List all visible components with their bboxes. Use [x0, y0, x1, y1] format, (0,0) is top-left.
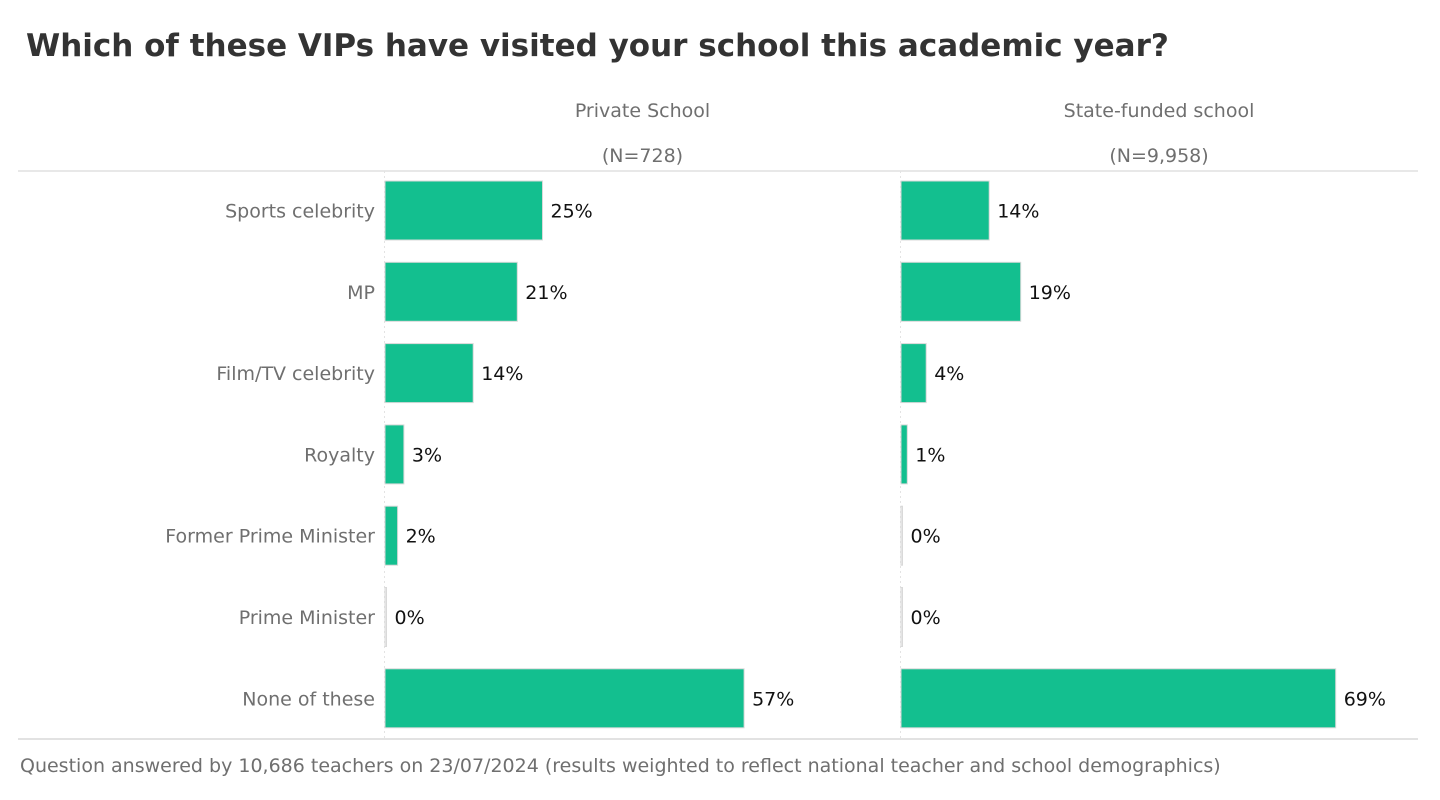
value-label-state-funded-school-sports-celebrity: 14%: [997, 201, 1039, 223]
value-label-private-school-film-tv-celebrity: 14%: [481, 363, 523, 385]
bar-private-school-none-of-these: [384, 668, 745, 729]
value-label-state-funded-school-royalty: 1%: [915, 444, 945, 466]
value-label-state-funded-school-prime-minister: 0%: [911, 607, 941, 629]
bar-private-school-mp: [384, 261, 518, 322]
category-label-mp: MP: [347, 282, 375, 304]
value-label-private-school-prime-minister: 0%: [395, 607, 425, 629]
bar-state-funded-school-prime-minister: [900, 587, 903, 647]
bar-private-school-prime-minister: [384, 587, 387, 647]
panel-title-private: Private School: [574, 100, 711, 122]
panel-sample-state: (N=9,958): [1109, 145, 1209, 167]
value-label-state-funded-school-former-prime-minister: 0%: [911, 526, 941, 548]
bar-state-funded-school-film-tv-celebrity: [900, 343, 927, 404]
bar-private-school-sports-celebrity: [384, 180, 543, 241]
category-label-sports-celebrity: Sports celebrity: [225, 201, 375, 223]
value-label-private-school-sports-celebrity: 25%: [551, 201, 593, 223]
value-label-state-funded-school-film-tv-celebrity: 4%: [934, 363, 964, 385]
bar-state-funded-school-sports-celebrity: [900, 180, 990, 241]
category-label-royalty: Royalty: [304, 444, 375, 466]
value-label-private-school-none-of-these: 57%: [752, 688, 794, 710]
footnote: Question answered by 10,686 teachers on …: [20, 755, 1221, 777]
value-label-state-funded-school-none-of-these: 69%: [1344, 688, 1386, 710]
value-label-private-school-former-prime-minister: 2%: [406, 526, 436, 548]
bar-private-school-former-prime-minister: [384, 505, 399, 566]
panel-sample-private: (N=728): [601, 145, 684, 167]
value-label-state-funded-school-mp: 19%: [1029, 282, 1071, 304]
category-label-none-of-these: None of these: [242, 688, 375, 710]
bar-state-funded-school-royalty: [900, 424, 908, 485]
bar-private-school-royalty: [384, 424, 405, 485]
category-label-film-tv-celebrity: Film/TV celebrity: [216, 363, 375, 385]
category-label-prime-minister: Prime Minister: [239, 607, 375, 629]
bar-private-school-film-tv-celebrity: [384, 343, 474, 404]
chart-title: Which of these VIPs have visited your sc…: [26, 28, 1169, 64]
value-label-private-school-mp: 21%: [525, 282, 567, 304]
category-label-former-prime-minister: Former Prime Minister: [165, 526, 375, 548]
panel-title-state: State-funded school: [1063, 100, 1255, 122]
bar-state-funded-school-former-prime-minister: [900, 505, 903, 566]
value-label-private-school-royalty: 3%: [412, 444, 442, 466]
bar-state-funded-school-none-of-these: [900, 668, 1337, 729]
bar-state-funded-school-mp: [900, 261, 1022, 322]
